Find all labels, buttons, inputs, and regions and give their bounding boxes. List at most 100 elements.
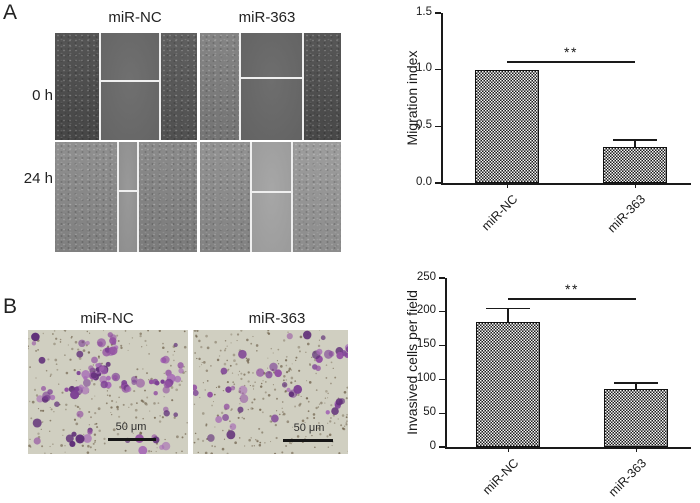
membrane-pore [127, 349, 129, 351]
membrane-pore [259, 441, 262, 444]
membrane-pore [176, 435, 179, 439]
membrane-pore [224, 339, 227, 342]
membrane-pore [220, 411, 224, 415]
stained-cell [288, 391, 295, 398]
membrane-pore [245, 357, 248, 360]
membrane-pore [337, 418, 339, 420]
membrane-pore [200, 345, 203, 349]
membrane-pore [307, 400, 310, 403]
wound-gap-region [250, 142, 293, 252]
membrane-pore [258, 443, 262, 447]
membrane-pore [274, 423, 277, 427]
membrane-pore [308, 362, 311, 366]
membrane-pore [63, 330, 67, 332]
membrane-pore [71, 347, 74, 351]
membrane-pore [49, 430, 51, 432]
membrane-pore [193, 403, 196, 406]
membrane-pore [255, 344, 259, 347]
membrane-pore [140, 432, 143, 434]
stained-cell [160, 379, 165, 384]
membrane-pore [223, 362, 227, 366]
membrane-pore [267, 367, 269, 369]
membrane-pore [260, 382, 263, 385]
membrane-pore [94, 411, 97, 415]
membrane-pore [69, 358, 72, 361]
stained-cell [138, 445, 148, 454]
y-tick-label: 1.0 [416, 62, 432, 75]
membrane-pore [61, 391, 64, 394]
membrane-pore [94, 439, 97, 442]
scale-bar [108, 438, 156, 441]
membrane-pore [254, 381, 256, 383]
membrane-pore [299, 335, 303, 339]
membrane-pore [240, 330, 243, 332]
membrane-pore [328, 433, 332, 437]
membrane-pore [53, 330, 56, 332]
membrane-pore [253, 398, 256, 401]
membrane-pore [41, 421, 43, 423]
membrane-pore [79, 369, 81, 371]
membrane-pore [230, 409, 232, 411]
membrane-pore [82, 349, 86, 352]
membrane-pore [83, 433, 85, 436]
membrane-pore [75, 422, 79, 426]
membrane-pore [231, 372, 234, 374]
membrane-pore [222, 429, 224, 432]
membrane-pore [238, 370, 241, 372]
membrane-pore [132, 432, 134, 434]
stained-cell [315, 365, 321, 372]
membrane-pore [139, 334, 142, 338]
membrane-pore [206, 380, 209, 382]
membrane-pore [115, 401, 118, 403]
membrane-pore [64, 445, 66, 447]
stained-cell [163, 410, 170, 417]
membrane-pore [95, 422, 98, 425]
membrane-pore [265, 381, 267, 383]
y-axis-label: Invasived cells per field [404, 290, 420, 435]
significance-line [507, 61, 635, 64]
membrane-pore [64, 354, 66, 356]
membrane-pore [237, 374, 239, 376]
membrane-pore [251, 445, 253, 447]
membrane-pore [246, 338, 249, 342]
membrane-pore [240, 377, 243, 381]
membrane-pore [226, 452, 229, 454]
stained-cell [229, 423, 237, 431]
stained-cell [96, 338, 106, 348]
membrane-pore [159, 415, 161, 417]
membrane-pore [97, 355, 100, 358]
stained-cell [105, 361, 111, 367]
cell-monolayer-region [139, 142, 197, 252]
membrane-pore [33, 388, 37, 391]
membrane-pore [196, 357, 198, 360]
membrane-pore [326, 435, 329, 438]
membrane-pore [108, 394, 111, 397]
membrane-pore [313, 416, 316, 420]
membrane-pore [243, 417, 245, 420]
stained-cell [83, 379, 91, 387]
membrane-pore [226, 359, 228, 362]
membrane-pore [247, 380, 250, 383]
membrane-pore [74, 404, 77, 407]
membrane-pore [53, 411, 55, 413]
membrane-pore [272, 352, 274, 354]
membrane-pore [175, 388, 179, 392]
membrane-pore [229, 420, 231, 423]
stained-cell [215, 415, 223, 424]
membrane-pore [94, 449, 97, 451]
membrane-pore [327, 446, 330, 448]
migration-index-bar-chart: 0.0 0.5 1.0 1.5 Migration index miR-NC miR-363… [398, 0, 700, 253]
stained-cell [33, 437, 41, 445]
membrane-pore [88, 410, 91, 414]
membrane-pore [270, 421, 273, 423]
membrane-pore [342, 427, 346, 431]
membrane-pore [181, 436, 184, 439]
stained-cell [286, 332, 293, 340]
membrane-pore [285, 379, 287, 381]
stained-cell [85, 340, 90, 346]
membrane-pore [346, 386, 348, 389]
membrane-pore [145, 403, 148, 406]
membrane-pore [75, 379, 77, 382]
membrane-pore [318, 330, 321, 331]
y-tick [439, 378, 445, 381]
